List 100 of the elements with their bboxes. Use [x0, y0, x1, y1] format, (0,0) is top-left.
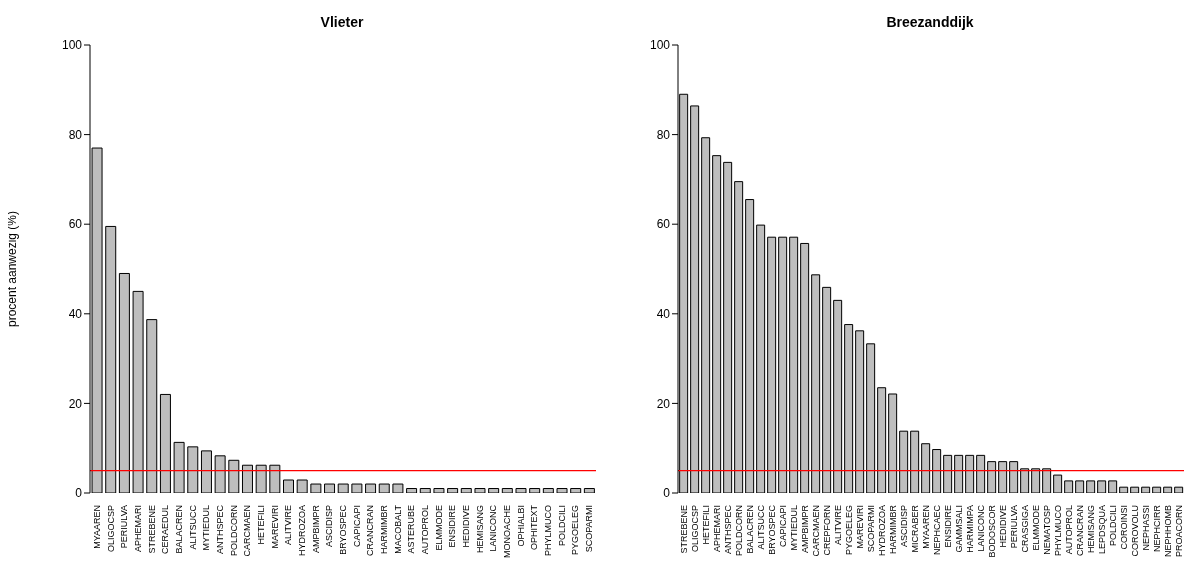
- bar: [778, 236, 788, 493]
- bar: [241, 464, 253, 493]
- bar: [570, 488, 582, 493]
- x-tick-label: HARMIMPA: [964, 505, 975, 553]
- bar: [556, 488, 568, 493]
- bar: [976, 454, 986, 493]
- bar: [1163, 486, 1173, 493]
- x-tick-label: MICRABER: [909, 504, 920, 553]
- bar: [998, 461, 1008, 493]
- x-tick-label: MONOACHE: [502, 505, 513, 559]
- x-tick-label: BRYOSPEC: [766, 504, 777, 555]
- bar: [866, 343, 876, 493]
- bar: [1130, 486, 1140, 493]
- bar: [542, 488, 554, 493]
- bar: [1064, 480, 1074, 493]
- x-tick-label: PERIULVA: [119, 505, 130, 549]
- bar: [1141, 486, 1151, 493]
- y-tick-label: 40: [656, 307, 671, 322]
- x-tick-label: ENSIDIRE: [447, 505, 458, 548]
- x-tick-label: ANTHSPEC: [214, 504, 225, 555]
- x-tick-label: ELMMODE: [1030, 505, 1041, 551]
- x-tick-label: POLDCILI: [556, 505, 567, 547]
- bar: [756, 224, 766, 493]
- bar: [734, 181, 744, 493]
- x-tick-label: HARMIMBR: [887, 504, 898, 554]
- x-tick-label: HEDIDIVE: [997, 505, 1008, 548]
- y-tick-label: 0: [75, 486, 83, 501]
- y-tick-label: 100: [61, 38, 83, 53]
- x-tick-label: CARCMAEN: [242, 505, 253, 557]
- x-tick-label: MYAAREN: [91, 505, 102, 549]
- x-tick-label: LEPDSQUA: [1096, 505, 1107, 555]
- x-tick-label: OLIGOCSP: [105, 505, 116, 553]
- bar: [501, 488, 513, 493]
- bar: [965, 454, 975, 493]
- x-tick-label: HEDIDIVE: [461, 505, 472, 548]
- bar: [529, 488, 541, 493]
- x-tick-label: ASCIDISP: [324, 505, 335, 548]
- bar: [1174, 486, 1184, 493]
- bar: [1086, 480, 1096, 493]
- bar: [474, 488, 486, 493]
- bar: [712, 155, 722, 493]
- bar: [877, 387, 887, 493]
- x-tick-label: APHEMARI: [132, 505, 143, 553]
- x-tick-label: POLDCORN: [228, 505, 239, 557]
- x-tick-label: MYTIEDUL: [788, 505, 799, 551]
- x-tick-label: NEPHCIRR: [1151, 504, 1162, 553]
- x-tick-label: OPHIALBI: [515, 505, 526, 547]
- y-tick-label: 60: [656, 217, 671, 232]
- x-tick-label: AUTOPROL: [420, 505, 431, 555]
- x-tick-label: COROINSI: [1118, 505, 1129, 550]
- x-tick-label: HYDROZOA: [876, 505, 887, 557]
- x-tick-label: APHEMARI: [711, 505, 722, 553]
- bar: [987, 461, 997, 493]
- bar: [888, 393, 898, 493]
- x-tick-label: CREPFORN: [821, 505, 832, 556]
- bar: [811, 274, 821, 493]
- x-tick-label: LANICONC: [488, 504, 499, 552]
- y-axis-title: procent aanwezig (%): [5, 210, 20, 328]
- y-tick-label: 40: [68, 307, 83, 322]
- bar: [146, 319, 158, 493]
- bar: [255, 464, 267, 493]
- x-tick-label: ALITSUCC: [755, 504, 766, 550]
- x-tick-label: STREBENE: [146, 505, 157, 554]
- bar: [943, 454, 953, 493]
- bar: [690, 105, 700, 493]
- bar: [954, 454, 964, 493]
- bar: [822, 286, 832, 493]
- bar: [767, 236, 777, 493]
- bar: [583, 488, 595, 493]
- x-tick-label: SCOPARMI: [584, 505, 595, 553]
- x-tick-label: OPHITEXT: [529, 504, 540, 551]
- bar: [200, 450, 212, 493]
- x-tick-label: BALACREN: [173, 505, 184, 554]
- x-tick-label: CAPICAPI: [777, 505, 788, 548]
- x-tick-label: HEMISANG: [474, 505, 485, 554]
- x-tick-label: MYTIEDUL: [201, 505, 212, 551]
- x-tick-label: CRANCRAN: [1074, 505, 1085, 557]
- x-tick-label: COROVOLU: [1129, 505, 1140, 557]
- x-tick-label: POLDCILI: [1107, 505, 1118, 547]
- bar: [1031, 468, 1041, 493]
- bar: [844, 324, 854, 493]
- x-tick-label: PERIULVA: [1008, 505, 1019, 549]
- x-tick-label: STREBENE: [678, 505, 689, 554]
- bar: [833, 299, 843, 493]
- bar: [921, 443, 931, 493]
- bar: [855, 330, 865, 493]
- x-tick-label: MYAAREN: [920, 505, 931, 549]
- x-tick-label: AUTOPROL: [1063, 505, 1074, 555]
- x-tick-label: POLDCORN: [733, 505, 744, 557]
- x-tick-label: OLIGOCSP: [689, 505, 700, 553]
- bar: [392, 483, 404, 493]
- bar: [1053, 474, 1063, 493]
- x-tick-label: ALITVIRE: [283, 505, 294, 546]
- bar: [745, 199, 755, 493]
- bar: [1152, 486, 1162, 493]
- bar: [447, 488, 459, 493]
- bar: [1119, 486, 1129, 493]
- bar: [351, 483, 363, 493]
- x-tick-label: MACOBALT: [392, 504, 403, 554]
- bar: [1108, 480, 1118, 493]
